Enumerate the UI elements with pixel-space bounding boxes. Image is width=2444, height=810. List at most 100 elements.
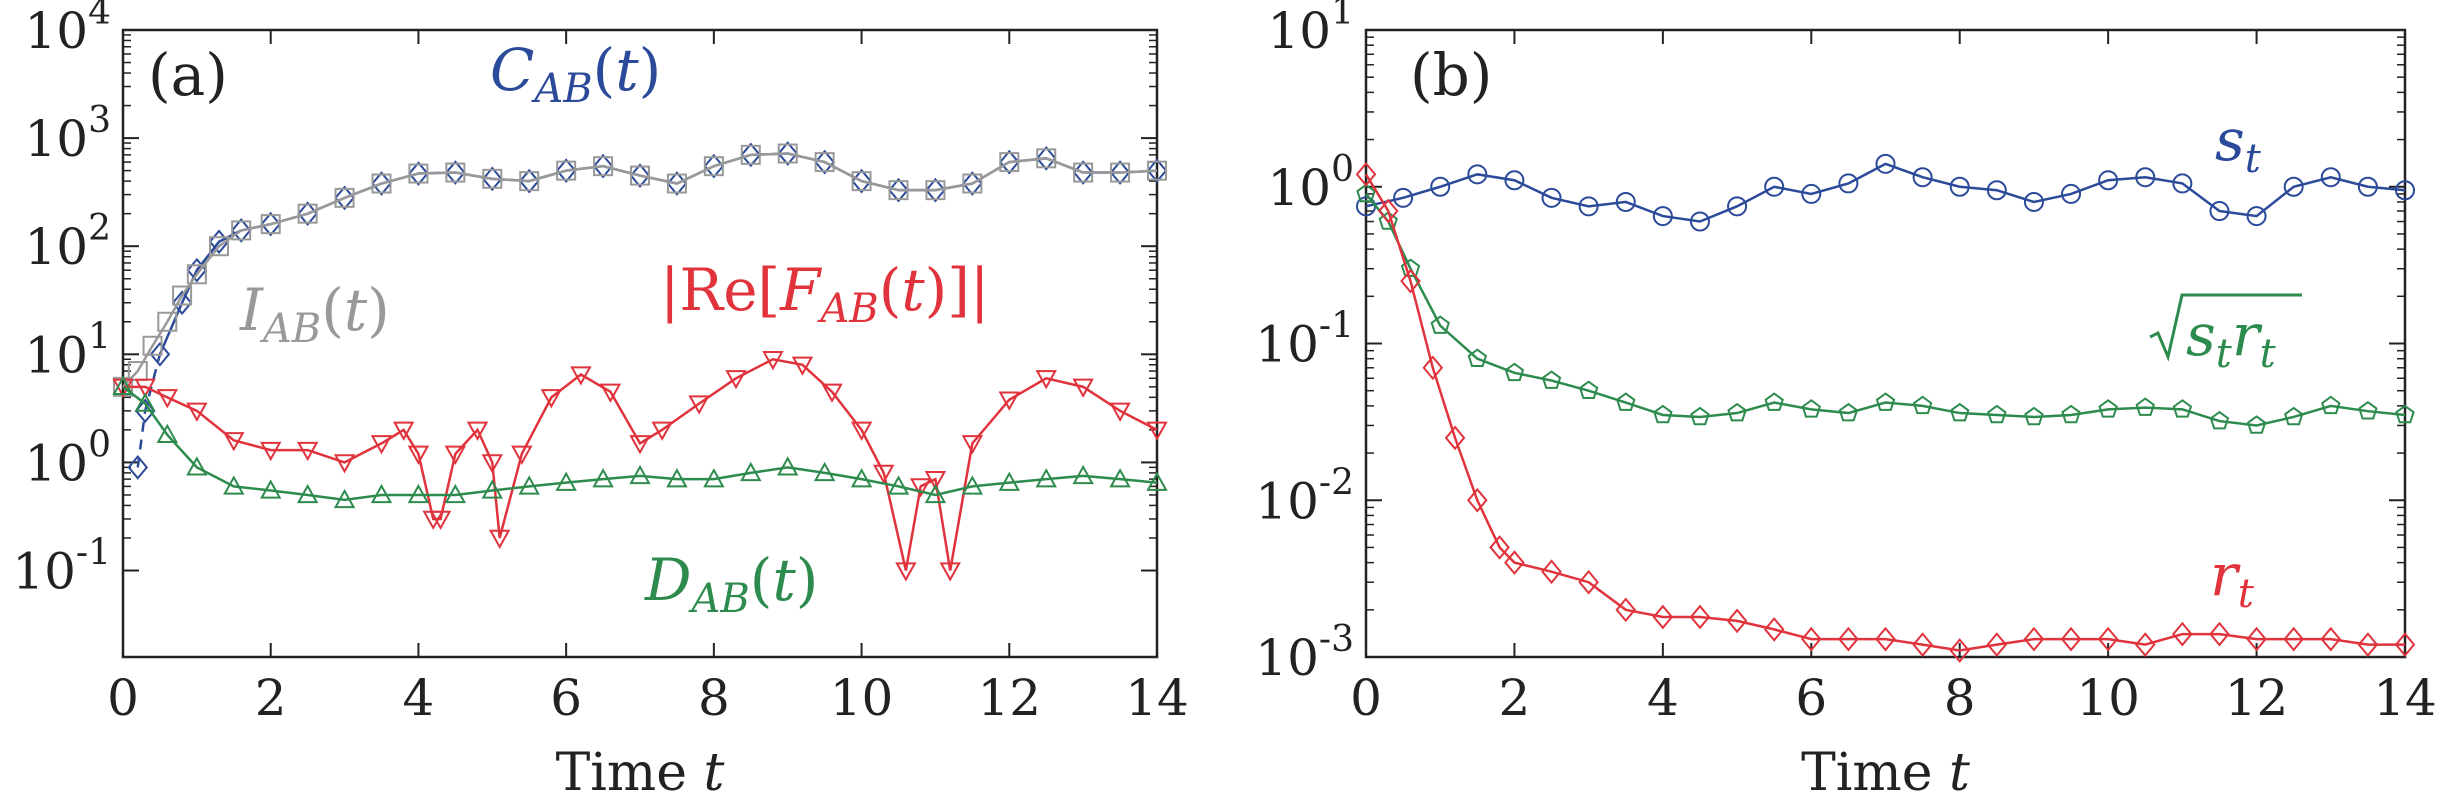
data-point [1504,550,1525,575]
data-point [740,461,762,482]
series-line [122,385,1158,502]
data-point [1035,468,1057,488]
data-point [370,435,393,455]
data-point [2358,400,2378,420]
data-point [142,335,163,356]
data-point [1949,176,1970,197]
data-point [2246,626,2267,652]
data-point [2209,410,2230,430]
data-point [1444,425,1466,451]
panel-label: (a) [148,41,228,109]
data-point [925,180,946,201]
data-point [1875,153,1896,174]
data-point [556,160,577,181]
data-point [444,445,467,465]
data-point [888,180,909,201]
data-point [2283,176,2304,197]
panel-1: 0 2 4 6 8 10 12 14 101 100 10-1 10-2 10-3 Time t (b) [1255,0,2437,803]
data-point [777,141,799,166]
data-point [408,163,429,184]
data-point [1109,160,1131,185]
data-point [1912,395,1933,415]
data-point [186,402,208,422]
data-point [2357,176,2378,197]
data-point [895,562,917,582]
data-point [629,163,651,188]
data-point [666,468,688,488]
data-point [392,421,415,441]
data-point [466,421,489,441]
data-point [651,421,673,441]
data-point [1541,370,1562,389]
data-point [481,454,503,474]
data-point [1986,180,2007,201]
data-point [407,445,430,465]
data-point [519,171,540,192]
data-point [134,378,156,398]
data-point [1146,471,1168,491]
data-point [2098,399,2118,418]
data-point [762,351,784,371]
x-tick-label: 12 [2225,669,2289,727]
x-tick-label: 4 [403,669,435,727]
data-point [223,432,245,452]
data-point [777,143,798,164]
data-point [1109,402,1131,422]
data-point [1949,402,1970,422]
data-point [555,158,577,184]
data-point [1801,183,1822,204]
data-point [2024,406,2044,426]
data-point [1393,187,1414,208]
data-point [260,479,282,499]
data-point [740,142,762,168]
data-point [157,311,178,332]
data-point [813,461,836,482]
data-point [1689,604,1711,630]
data-point [296,483,319,504]
data-point [1400,258,1421,277]
data-point [540,389,563,409]
data-point [777,456,799,476]
data-point [260,214,281,235]
data-point [2060,626,2082,652]
series-line [1365,162,2406,223]
x-axis-title: Time t [1801,743,1970,803]
series-label: strt [2186,301,2277,377]
data-point [2321,395,2341,415]
data-point [725,370,747,390]
data-point [2320,167,2341,188]
data-point [962,173,983,194]
series-circle [1356,153,2415,232]
data-point [1430,315,1450,334]
y-tick-label: 104 [24,0,111,60]
data-point [1504,362,1525,382]
data-point [445,160,466,185]
data-point [925,177,946,203]
series-label: CAB(t) [490,36,661,112]
data-point [171,290,193,316]
data-point [408,161,429,186]
y-tick-label: 100 [1267,149,1354,217]
series-triangle-down [112,351,1168,582]
data-point [1838,402,1859,422]
data-point [488,529,511,550]
data-point [518,168,540,194]
data-point [873,464,895,484]
y-tick-label: 100 [24,424,111,492]
data-point [1616,392,1636,411]
data-point [999,152,1020,173]
data-point [703,156,724,177]
data-point [2172,173,2193,194]
y-tick-label: 10-3 [1255,619,1354,687]
x-tick-label: 0 [1350,669,1382,727]
data-point [1764,176,1785,197]
data-point [2172,399,2193,418]
data-point [2172,621,2193,647]
data-point [1875,626,1896,652]
series-diamond [1355,161,2416,663]
data-point [1763,617,1785,642]
data-point [1356,183,1376,203]
data-point [814,152,835,173]
y-tick-label: 102 [24,208,111,276]
data-point [2097,626,2119,652]
